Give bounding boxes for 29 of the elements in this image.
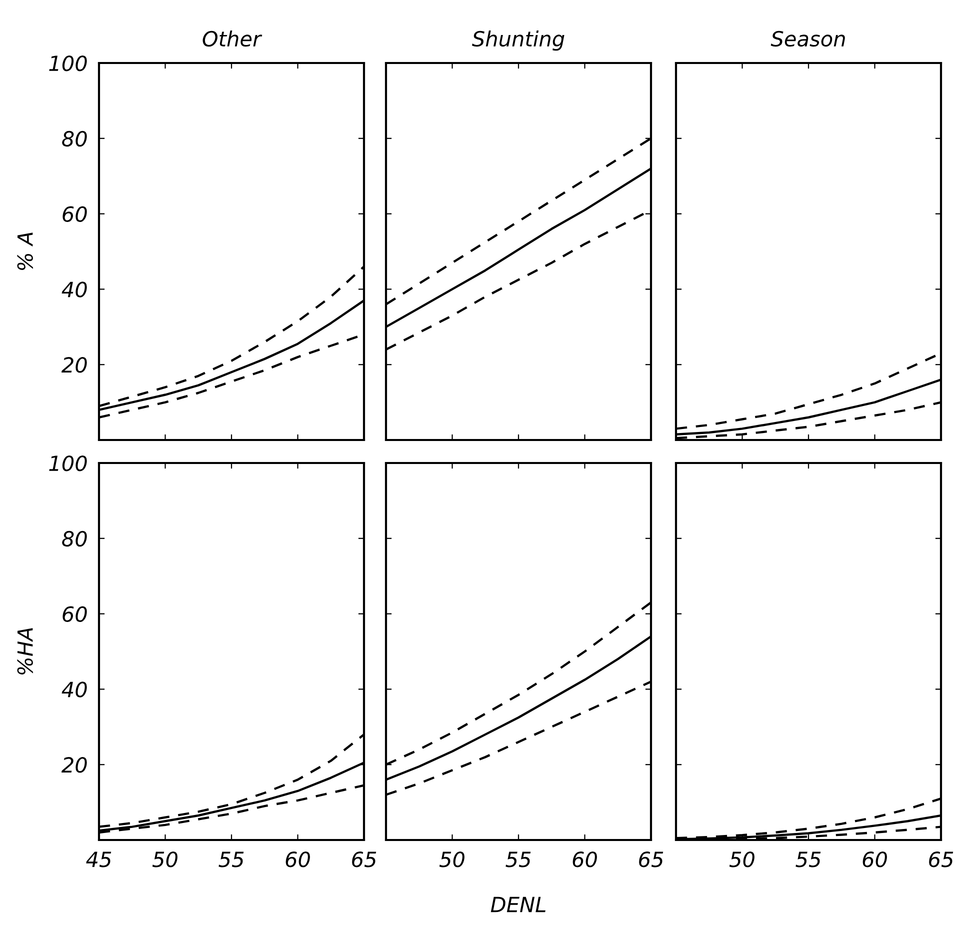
x-tick-label: 50 bbox=[439, 851, 464, 868]
y-axis-title: %HA bbox=[17, 628, 33, 674]
y-tick-label: 40 bbox=[62, 682, 87, 698]
x-tick-label: 65 bbox=[929, 851, 954, 868]
x-tick-label: 50 bbox=[152, 851, 178, 868]
x-tick-label: 65 bbox=[639, 851, 664, 868]
y-tick-label: 80 bbox=[62, 530, 87, 547]
x-tick-label: 55 bbox=[218, 852, 244, 868]
x-tick-label: 50 bbox=[729, 851, 754, 868]
y-tick-label: 20 bbox=[61, 357, 87, 373]
y-tick-label: 60 bbox=[62, 206, 87, 222]
x-tick-label: 55 bbox=[506, 852, 531, 868]
y-tick-label: 100 bbox=[49, 55, 87, 72]
y-tick-label: 20 bbox=[61, 757, 87, 773]
y-tick-label: 100 bbox=[49, 455, 87, 472]
x-tick-label: 65 bbox=[352, 851, 376, 868]
x-axis-title: DENL bbox=[490, 896, 546, 912]
y-tick-label: 60 bbox=[62, 606, 87, 622]
y-tick-label: 80 bbox=[62, 130, 87, 147]
chart-title: Other bbox=[202, 30, 262, 47]
chart-title: Shunting bbox=[472, 30, 564, 51]
x-tick-label: 55 bbox=[796, 852, 821, 868]
x-tick-label: 60 bbox=[862, 851, 887, 868]
x-tick-label: 45 bbox=[86, 852, 112, 868]
y-tick-label: 40 bbox=[62, 282, 87, 298]
y-axis-title: % A bbox=[17, 232, 33, 270]
x-tick-label: 60 bbox=[572, 851, 597, 868]
chart-title: Season bbox=[770, 30, 845, 47]
x-tick-label: 60 bbox=[286, 851, 310, 868]
